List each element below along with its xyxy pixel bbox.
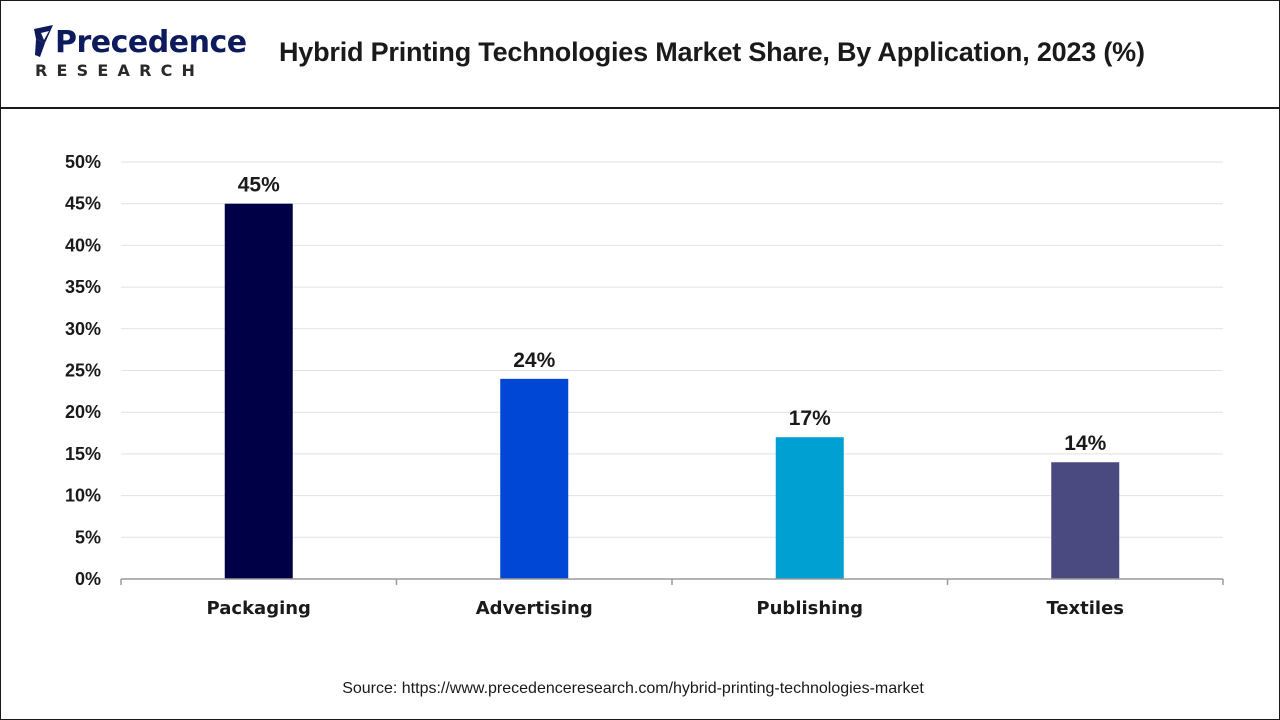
bars xyxy=(224,203,1120,579)
bar-packaging xyxy=(224,203,293,579)
grid-lines xyxy=(121,161,1223,538)
y-tick-label: 50% xyxy=(65,152,101,172)
data-labels: 45% 24% 17% 14% xyxy=(238,174,1107,456)
bar-chart: 0% 5% 10% 15% 20% 25% 30% 35% 40% 45% 50% 45% 24% 17… xyxy=(65,152,1224,619)
category-label: Textiles xyxy=(1046,598,1124,619)
y-tick-label: 10% xyxy=(65,486,101,506)
category-label: Publishing xyxy=(756,598,863,619)
y-tick-label: 40% xyxy=(65,235,101,255)
y-tick-label: 45% xyxy=(65,194,101,214)
category-label: Packaging xyxy=(207,598,311,619)
y-tick-label: 0% xyxy=(75,569,101,589)
y-tick-label: 5% xyxy=(75,527,101,547)
data-label: 24% xyxy=(513,349,555,372)
y-tick-label: 25% xyxy=(65,361,101,381)
chart-title: Hybrid Printing Technologies Market Shar… xyxy=(279,37,1145,67)
category-label: Advertising xyxy=(476,598,593,619)
y-axis-ticks: 0% 5% 10% 15% 20% 25% 30% 35% 40% 45% 50% xyxy=(65,152,101,589)
category-labels: Packaging Advertising Publishing Textiles xyxy=(207,598,1124,619)
bar-advertising xyxy=(500,378,569,579)
logo-mark-icon xyxy=(34,25,53,57)
y-tick-label: 35% xyxy=(65,277,101,297)
y-tick-label: 20% xyxy=(65,402,101,422)
x-axis xyxy=(120,578,1224,585)
data-label: 17% xyxy=(789,407,831,430)
source-note: Source: https://www.precedenceresearch.c… xyxy=(342,680,924,697)
y-tick-label: 30% xyxy=(65,319,101,339)
logo-wordmark: Precedence xyxy=(55,25,247,60)
y-tick-label: 15% xyxy=(65,444,101,464)
precedence-research-logo: Precedence RESEARCH xyxy=(31,23,247,83)
bar-publishing xyxy=(775,437,844,579)
logo-subtitle: RESEARCH xyxy=(35,61,205,80)
header: Precedence RESEARCH Hybrid Printing Tech… xyxy=(1,1,1279,109)
data-label: 14% xyxy=(1064,432,1106,455)
bar-textiles xyxy=(1051,462,1120,579)
data-label: 45% xyxy=(238,174,280,197)
